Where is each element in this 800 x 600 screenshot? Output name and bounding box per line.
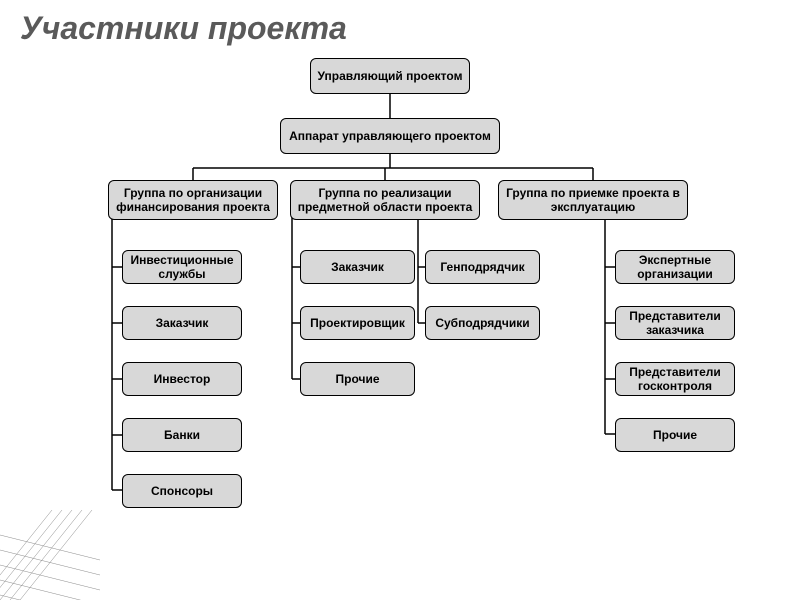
g3-item-1: Представители заказчика	[615, 306, 735, 340]
g1-item-0: Инвестиционные службы	[122, 250, 242, 284]
g2-left-0: Заказчик	[300, 250, 415, 284]
g2-right-1: Субподрядчики	[425, 306, 540, 340]
g3-item-2: Представители госконтроля	[615, 362, 735, 396]
group-header-1: Группа по организации финансирования про…	[108, 180, 278, 220]
group-header-2: Группа по реализации предметной области …	[290, 180, 480, 220]
group-header-3: Группа по приемке проекта в эксплуатацию	[498, 180, 688, 220]
page-title: Участники проекта	[20, 10, 347, 47]
g2-right-0: Генподрядчик	[425, 250, 540, 284]
g2-left-1: Проектировщик	[300, 306, 415, 340]
node-subroot: Аппарат управляющего проектом	[280, 118, 500, 154]
g1-item-2: Инвестор	[122, 362, 242, 396]
g2-left-2: Прочие	[300, 362, 415, 396]
g3-item-3: Прочие	[615, 418, 735, 452]
g1-item-1: Заказчик	[122, 306, 242, 340]
g1-item-3: Банки	[122, 418, 242, 452]
g3-item-0: Экспертные организации	[615, 250, 735, 284]
decor-grid	[0, 510, 100, 600]
node-root: Управляющий проектом	[310, 58, 470, 94]
g1-item-4: Спонсоры	[122, 474, 242, 508]
